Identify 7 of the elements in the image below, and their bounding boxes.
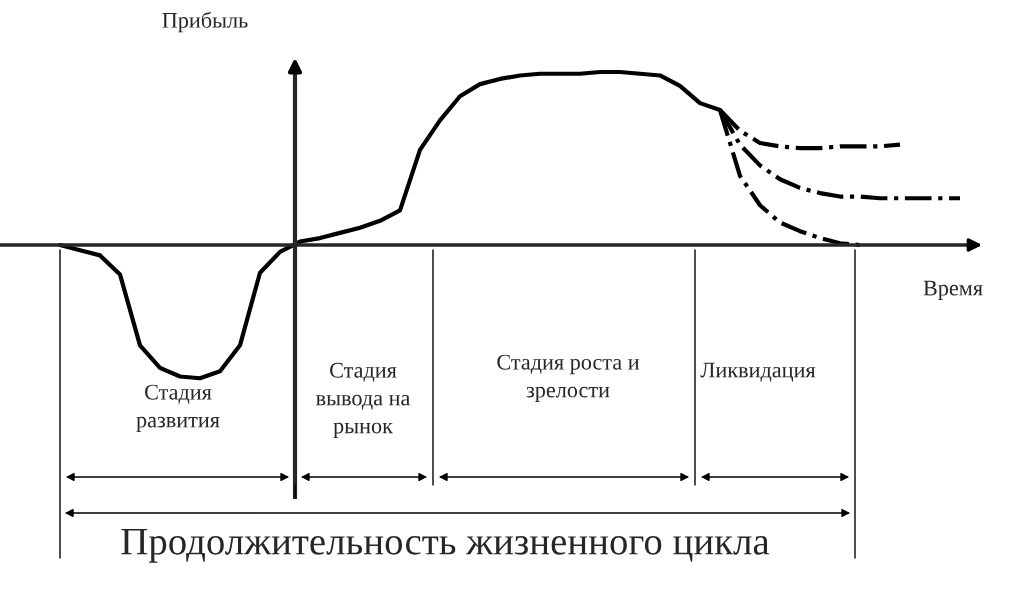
annotation: Ликвидация	[700, 362, 816, 382]
y-axis-title: Прибыль	[162, 11, 248, 33]
x-axis-title: Время	[923, 280, 983, 301]
text: Продолжительность жизненного цикла	[121, 528, 770, 563]
annotation: Стадия роста и зрелости	[497, 354, 640, 403]
text: Стадия развития	[136, 384, 220, 433]
annotation: Стадия вывода на рынок	[316, 362, 411, 438]
